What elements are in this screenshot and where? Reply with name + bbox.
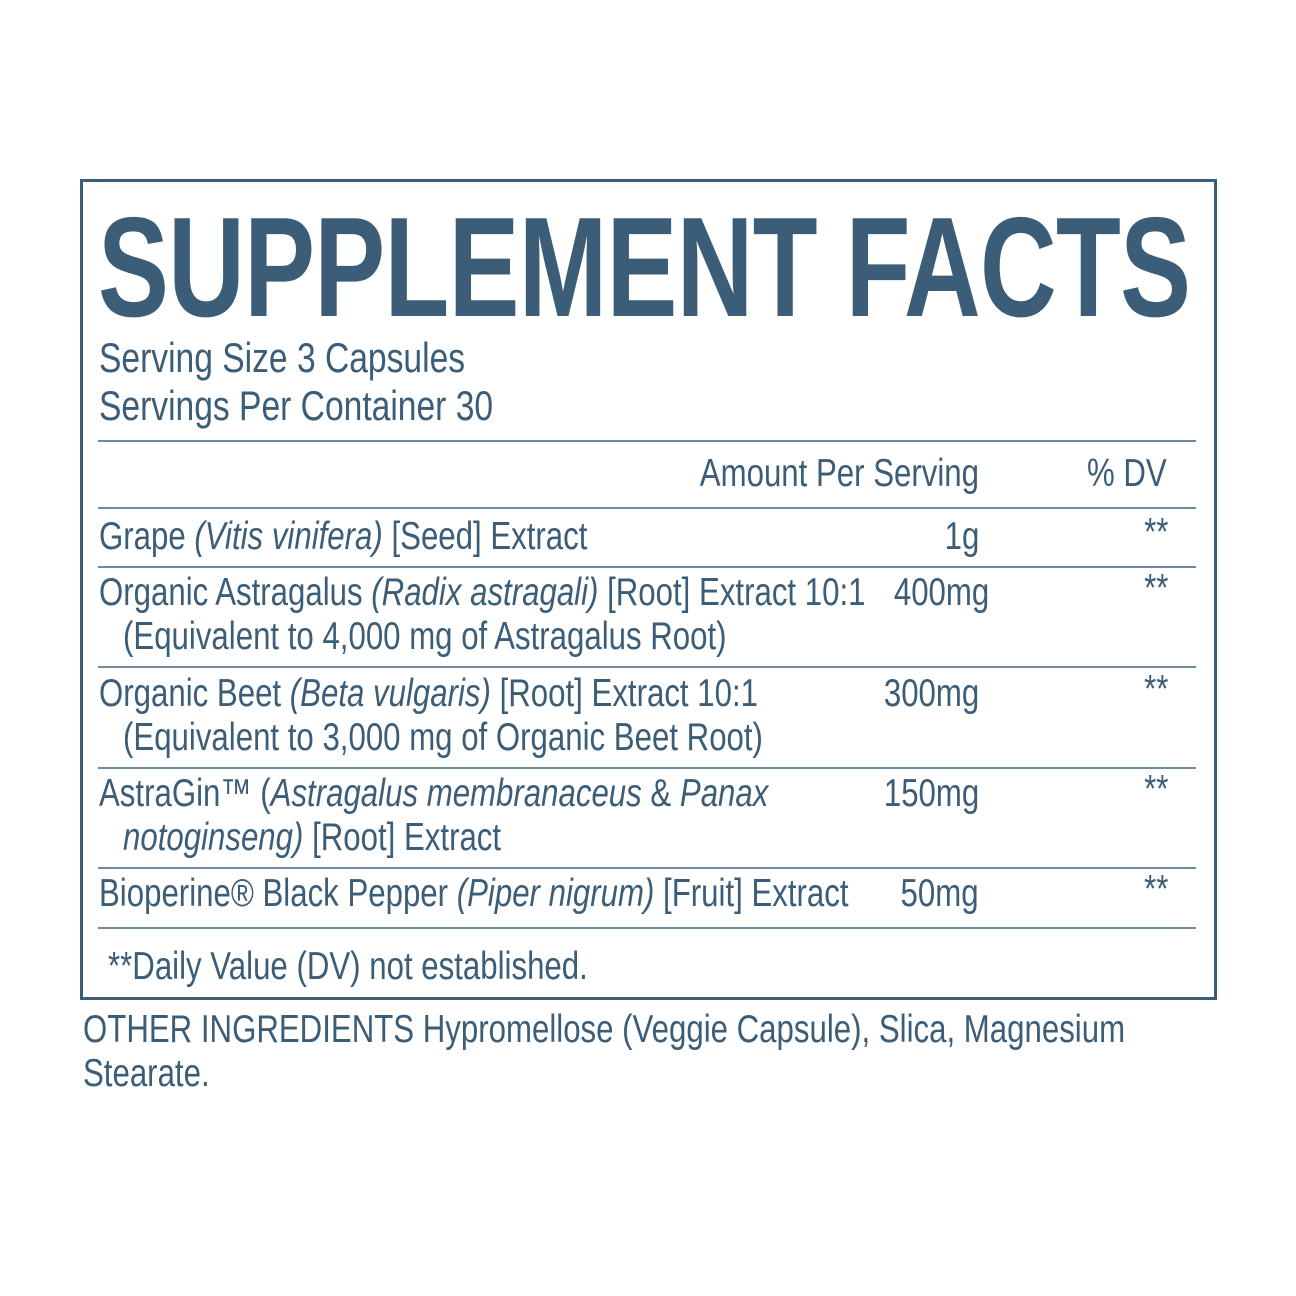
page-title: SUPPLEMENT FACTS [98,188,1191,347]
other-ingredients-continued: Stearate. [83,1052,210,1095]
ingredient-dv: ** [1143,511,1168,554]
ingredient-text: [Root] Extract [303,816,502,859]
ingredient-text: [Fruit] Extract [654,872,849,915]
ingredient-dv: ** [1143,668,1168,711]
other-ingredients: OTHER INGREDIENTS Hypromellose (Veggie C… [83,1008,1126,1051]
ingredient-name: Organic Astragalus (Radix astragali) [Ro… [99,571,865,615]
dv-header: % DV [1087,452,1167,495]
latin-name: Panax [679,772,769,815]
ingredient-text: (Equivalent to 3,000 mg of Organic Beet … [123,716,763,759]
ingredient-name: AstraGin™ (Astragalus membranaceus & Pan… [99,772,768,816]
ingredient-text: Organic Astragalus [99,571,372,614]
divider [98,927,1196,929]
ingredient-text: AstraGin™ ( [99,772,271,815]
latin-name: (Piper nigrum) [456,872,655,915]
divider [98,440,1196,442]
latin-name: (Vitis vinifera) [194,515,383,558]
latin-name: (Radix astragali) [371,571,599,614]
ingredient-amount: 300mg [883,672,979,715]
facts-panel [80,179,1217,1000]
ingredient-amount: 150mg [883,772,979,815]
ingredient-text: (Equivalent to 4,000 mg of Astragalus Ro… [123,615,727,658]
ingredient-dv: ** [1143,868,1168,911]
ingredient-text: Bioperine® Black Pepper [99,872,457,915]
ingredient-amount: 50mg [900,872,979,915]
serving-size: Serving Size 3 Capsules [99,334,466,381]
ingredient-dv: ** [1143,567,1168,610]
divider [98,566,1196,568]
ingredient-name: (Equivalent to 4,000 mg of Astragalus Ro… [123,615,727,659]
footnote: **Daily Value (DV) not established. [108,945,588,988]
ingredient-text: [Root] Extract 10:1 [598,571,866,614]
ingredient-text: [Root] Extract 10:1 [490,672,758,715]
ingredient-text: & [641,772,680,815]
ingredient-text: Grape [99,515,195,558]
divider [98,867,1196,869]
ingredient-name: (Equivalent to 3,000 mg of Organic Beet … [123,716,763,760]
ingredient-dv: ** [1143,768,1168,811]
ingredient-name: Organic Beet (Beta vulgaris) [Root] Extr… [99,672,758,716]
divider [98,507,1196,509]
servings-per-container: Servings Per Container 30 [99,382,494,429]
divider [98,666,1196,668]
latin-name: Astragalus membranaceus [270,772,642,815]
ingredient-amount: 1g [944,515,979,558]
ingredient-name: Grape (Vitis vinifera) [Seed] Extract [99,515,587,559]
latin-name: notoginseng) [123,816,304,859]
ingredient-text: Organic Beet [99,672,290,715]
ingredient-text: [Seed] Extract [382,515,588,558]
ingredient-name: notoginseng) [Root] Extract [123,816,501,860]
amount-header: Amount Per Serving [699,452,979,495]
latin-name: (Beta vulgaris) [289,672,491,715]
divider [98,767,1196,769]
ingredient-amount: 400mg [893,571,989,614]
ingredient-name: Bioperine® Black Pepper (Piper nigrum) [… [99,872,849,916]
